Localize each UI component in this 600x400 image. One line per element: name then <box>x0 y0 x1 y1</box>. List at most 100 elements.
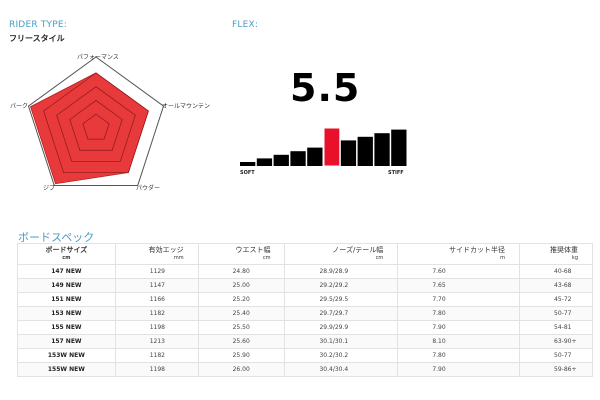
table-cell: 25.40 <box>197 306 286 321</box>
table-cell: 147 NEW <box>17 264 116 279</box>
table-row: 157 NEW 1213 25.60 30.1/30.1 8.10 63-90+ <box>17 334 593 349</box>
radar-axis-label: パーク <box>10 103 29 110</box>
table-cell: 29.9/29.9 <box>284 320 399 335</box>
table-cell: 29.2/29.2 <box>284 278 399 293</box>
column-header: 有効エッジ mm <box>114 243 199 265</box>
column-header-unit: kg <box>571 255 578 261</box>
table-cell: 7.90 <box>397 320 521 335</box>
radar-axis-label: パフォーマンス <box>77 54 119 61</box>
column-header-name: ノーズ/テール幅 <box>332 246 384 254</box>
flex-scale <box>240 127 407 167</box>
table-cell: 155W NEW <box>17 362 116 377</box>
column-header: ノーズ/テール幅 cm <box>284 243 399 265</box>
table-cell: 43-68 <box>519 278 593 293</box>
column-header-name: サイドカット半径 <box>449 246 506 254</box>
table-cell: 1147 <box>114 278 199 293</box>
table-cell: 1166 <box>114 292 199 307</box>
flex-bar <box>357 136 373 166</box>
radar-grid-ring <box>56 86 136 162</box>
spec-table: ボードサイズ cm 有効エッジ mm ウエスト幅 cm ノーズ/テール幅 cm サイドカット半径… <box>17 243 593 377</box>
table-row: 153W NEW 1182 25.90 30.2/30.2 7.80 50-77 <box>17 348 593 363</box>
table-row: 155W NEW 1198 26.00 30.4/30.4 7.90 59-86+ <box>17 362 593 377</box>
table-cell: 29.5/29.5 <box>284 292 399 307</box>
column-header-name: 有効エッジ <box>148 246 184 254</box>
table-cell: 63-90+ <box>519 334 593 349</box>
flex-bar <box>391 129 407 166</box>
column-header-unit: cm <box>62 255 71 261</box>
table-cell: 157 NEW <box>17 334 116 349</box>
table-cell: 25.90 <box>197 348 286 363</box>
rider-radar-chart <box>27 56 165 186</box>
column-header-unit: cm <box>375 255 384 261</box>
table-cell: 7.80 <box>397 348 521 363</box>
table-cell: 25.50 <box>197 320 286 335</box>
table-cell: 1182 <box>114 306 199 321</box>
flex-value: 5.5 <box>290 66 361 110</box>
table-cell: 50-77 <box>519 306 593 321</box>
table-cell: 29.7/29.7 <box>284 306 399 321</box>
column-header-unit: cm <box>262 255 271 261</box>
flex-bar <box>374 133 390 166</box>
table-cell: 54-81 <box>519 320 593 335</box>
column-header: ウエスト幅 cm <box>197 243 286 265</box>
column-header: 推奨体重 kg <box>519 243 593 265</box>
table-cell: 151 NEW <box>17 292 116 307</box>
table-cell: 1213 <box>114 334 199 349</box>
radar-outer-frame <box>27 56 165 186</box>
radar-grid-ring <box>82 113 110 140</box>
flex-stiff-label: STIFF <box>388 170 404 176</box>
rider-type-value: フリースタイル <box>9 34 65 43</box>
table-cell: 28.9/28.9 <box>284 264 399 279</box>
table-cell: 1198 <box>114 362 199 377</box>
table-cell: 25.60 <box>197 334 286 349</box>
spec-title: ボードスペック <box>18 231 95 244</box>
table-cell: 50-77 <box>519 348 593 363</box>
radar-axis-label: パウダー <box>136 185 161 192</box>
table-row: 155 NEW 1198 25.50 29.9/29.9 7.90 54-81 <box>17 320 593 335</box>
flex-label: FLEX: <box>232 20 259 30</box>
column-header-name: 推奨体重 <box>550 246 578 254</box>
flex-bar <box>307 147 323 166</box>
column-header-unit: mm <box>173 255 184 261</box>
table-cell: 7.65 <box>397 278 521 293</box>
rider-type-label: RIDER TYPE: <box>9 20 67 30</box>
table-cell: 25.20 <box>197 292 286 307</box>
radar-axis-label: オールマウンテン <box>162 103 211 110</box>
table-cell: 7.70 <box>397 292 521 307</box>
table-row: 149 NEW 1147 25.00 29.2/29.2 7.65 43-68 <box>17 278 593 293</box>
table-cell: 26.00 <box>197 362 286 377</box>
table-cell: 30.2/30.2 <box>284 348 399 363</box>
table-cell: 8.10 <box>397 334 521 349</box>
flex-marker <box>323 127 341 167</box>
flex-bar <box>290 151 306 166</box>
table-cell: 25.00 <box>197 278 286 293</box>
table-cell: 153W NEW <box>17 348 116 363</box>
table-cell: 40-68 <box>519 264 593 279</box>
flex-soft-label: SOFT <box>240 170 255 176</box>
table-cell: 155 NEW <box>17 320 116 335</box>
radar-grid-ring <box>43 72 149 173</box>
table-cell: 153 NEW <box>17 306 116 321</box>
column-header-unit: m <box>500 255 506 261</box>
flex-bar <box>240 162 256 166</box>
flex-bar <box>273 154 289 166</box>
radar-axis-label: ジブ <box>43 185 56 192</box>
table-cell: 7.60 <box>397 264 521 279</box>
column-header-name: ボードサイズ <box>45 246 88 254</box>
table-row: 153 NEW 1182 25.40 29.7/29.7 7.80 50-77 <box>17 306 593 321</box>
table-cell: 1182 <box>114 348 199 363</box>
table-cell: 149 NEW <box>17 278 116 293</box>
flex-bar <box>340 140 357 166</box>
flex-bar <box>256 158 273 166</box>
column-header-name: ウエスト幅 <box>235 246 271 254</box>
column-header: サイドカット半径 m <box>397 243 521 265</box>
table-cell: 30.4/30.4 <box>284 362 399 377</box>
table-cell: 45-72 <box>519 292 593 307</box>
table-cell: 1198 <box>114 320 199 335</box>
table-cell: 7.90 <box>397 362 521 377</box>
table-cell: 1129 <box>114 264 199 279</box>
table-cell: 7.80 <box>397 306 521 321</box>
table-cell: 59-86+ <box>519 362 593 377</box>
table-cell: 24.80 <box>197 264 286 279</box>
column-header: ボードサイズ cm <box>17 243 116 265</box>
